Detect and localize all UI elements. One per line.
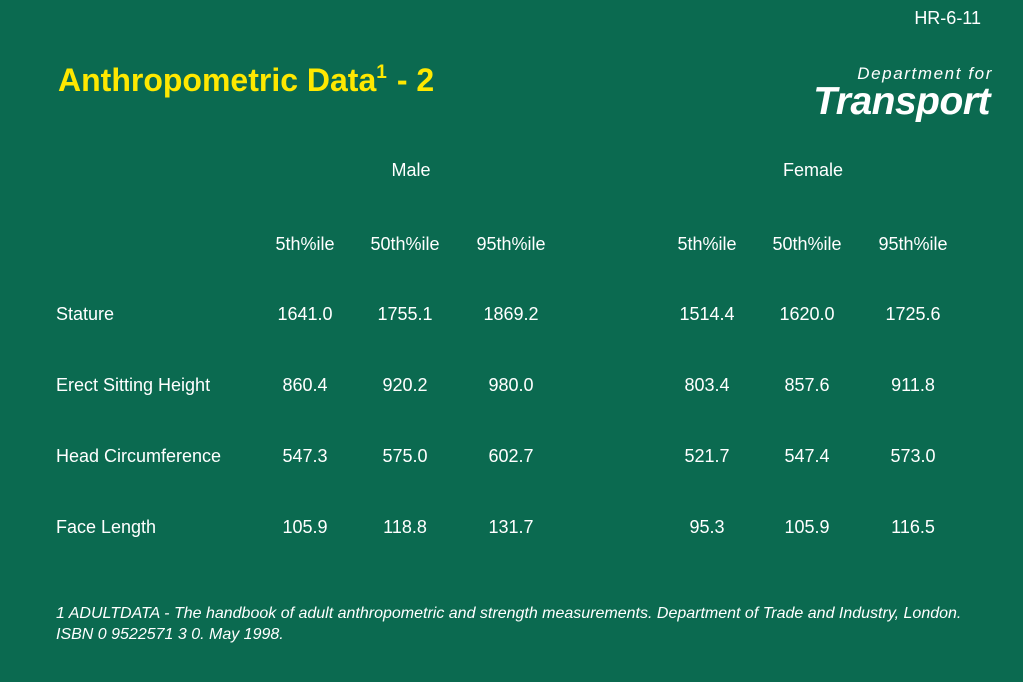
row-label: Face Length <box>56 517 157 537</box>
cell: 911.8 <box>891 375 935 395</box>
cell: 920.2 <box>382 375 428 395</box>
cell: 1869.2 <box>483 304 539 324</box>
cell: 547.3 <box>282 446 328 466</box>
cell: 860.4 <box>282 375 328 395</box>
row-label: Stature <box>56 304 115 324</box>
slide-id: HR-6-11 <box>914 8 981 28</box>
cell: 602.7 <box>488 446 534 466</box>
column-header: 5th%ile <box>677 234 737 254</box>
cell: 1725.6 <box>885 304 941 324</box>
column-header: 95th%ile <box>476 234 546 254</box>
cell: 857.6 <box>784 375 830 395</box>
cell: 547.4 <box>784 446 830 466</box>
row-label: Erect Sitting Height <box>56 375 211 395</box>
group-header: Male <box>391 160 431 180</box>
group-header: Female <box>782 160 844 180</box>
column-header: 50th%ile <box>370 234 440 254</box>
column-header: 5th%ile <box>275 234 335 254</box>
cell: 573.0 <box>890 446 936 466</box>
title-text: Anthropometric Data <box>58 62 377 98</box>
title: Anthropometric Data1 - 2 <box>58 62 434 99</box>
footnote: 1 ADULTDATA - The handbook of adult anth… <box>56 605 962 643</box>
title-suffix: - 2 <box>396 62 435 98</box>
row-label: Head Circumference <box>56 446 222 466</box>
cell: 803.4 <box>684 375 730 395</box>
cell: 95.3 <box>689 517 725 537</box>
cell: 575.0 <box>382 446 428 466</box>
cell: 521.7 <box>684 446 730 466</box>
column-header: 95th%ile <box>878 234 948 254</box>
cell: 1514.4 <box>679 304 735 324</box>
cell: 118.8 <box>383 517 427 537</box>
cell: 1641.0 <box>277 304 333 324</box>
title-superscript: 1 <box>376 62 387 83</box>
logo: Department for Transport <box>813 64 993 123</box>
cell: 131.7 <box>488 517 534 537</box>
cell: 105.9 <box>282 517 328 537</box>
logo-line2: Transport <box>813 80 990 123</box>
logo-line1: Department for <box>857 64 993 83</box>
column-header: 50th%ile <box>772 234 842 254</box>
cell: 116.5 <box>891 517 935 537</box>
cell: 980.0 <box>488 375 534 395</box>
cell: 1755.1 <box>377 304 433 324</box>
cell: 105.9 <box>784 517 830 537</box>
cell: 1620.0 <box>779 304 835 324</box>
